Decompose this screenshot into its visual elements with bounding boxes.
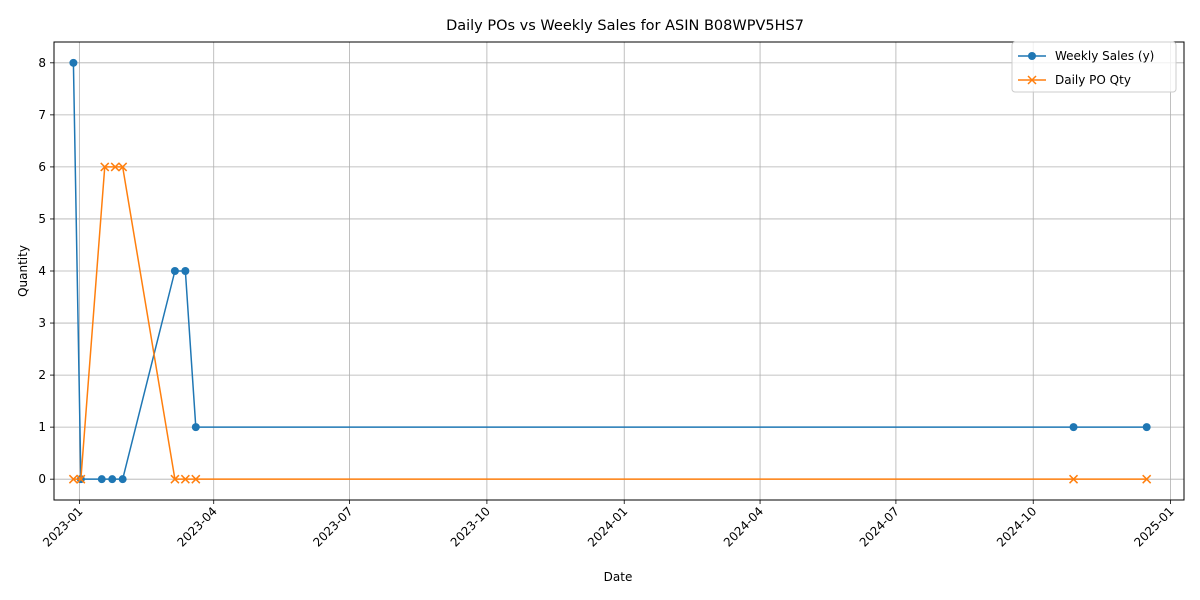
series-line-weekly-sales-y bbox=[72, 62, 1147, 480]
legend-marker-weekly-sales bbox=[1028, 52, 1036, 60]
y-axis-label: Quantity bbox=[16, 245, 30, 297]
x-axis-label: Date bbox=[604, 570, 633, 584]
data-point-weekly-sales-y bbox=[69, 58, 78, 67]
y-tick-label: 5 bbox=[38, 212, 46, 226]
y-tick-label: 0 bbox=[38, 472, 46, 486]
legend-label-weekly-sales: Weekly Sales (y) bbox=[1055, 49, 1154, 63]
data-point-weekly-sales-y bbox=[97, 475, 106, 484]
y-tick-label: 3 bbox=[38, 316, 46, 330]
data-point-daily-po-qty bbox=[100, 162, 110, 172]
data-point-daily-po-qty bbox=[170, 474, 180, 484]
data-point-daily-po-qty bbox=[1069, 474, 1079, 484]
data-point-weekly-sales-y bbox=[170, 267, 179, 275]
chart-title: Daily POs vs Weekly Sales for ASIN B08WP… bbox=[446, 18, 804, 34]
data-point-weekly-sales-y bbox=[1069, 423, 1078, 432]
y-tick-label: 7 bbox=[38, 108, 46, 122]
y-tick-label: 2 bbox=[38, 368, 46, 382]
data-point-daily-po-qty bbox=[191, 474, 201, 484]
y-tick-label: 4 bbox=[38, 264, 46, 278]
legend-box bbox=[1011, 41, 1177, 93]
legend-label-daily-po: Daily PO Qty bbox=[1055, 73, 1131, 87]
y-tick-label: 1 bbox=[38, 420, 46, 434]
legend-marker-daily-po bbox=[1027, 75, 1037, 85]
data-point-daily-po-qty bbox=[1142, 474, 1152, 484]
y-tick-label: 8 bbox=[38, 56, 46, 70]
series-layer bbox=[68, 58, 1152, 484]
data-point-daily-po-qty bbox=[118, 162, 128, 172]
data-point-weekly-sales-y bbox=[1142, 423, 1151, 432]
data-point-weekly-sales-y bbox=[191, 423, 200, 432]
data-point-weekly-sales-y bbox=[118, 475, 127, 484]
series-daily-po-qty bbox=[68, 162, 1152, 484]
data-point-weekly-sales-y bbox=[108, 475, 117, 484]
series-line-daily-po-qty bbox=[73, 166, 1147, 480]
y-tick-label: 6 bbox=[38, 160, 46, 174]
data-point-weekly-sales-y bbox=[181, 267, 190, 275]
data-point-daily-po-qty bbox=[68, 474, 78, 484]
data-point-daily-po-qty bbox=[76, 474, 86, 484]
data-point-daily-po-qty bbox=[180, 474, 190, 484]
legend: Weekly Sales (y) Daily PO Qty bbox=[1011, 41, 1177, 93]
data-point-daily-po-qty bbox=[110, 162, 120, 172]
